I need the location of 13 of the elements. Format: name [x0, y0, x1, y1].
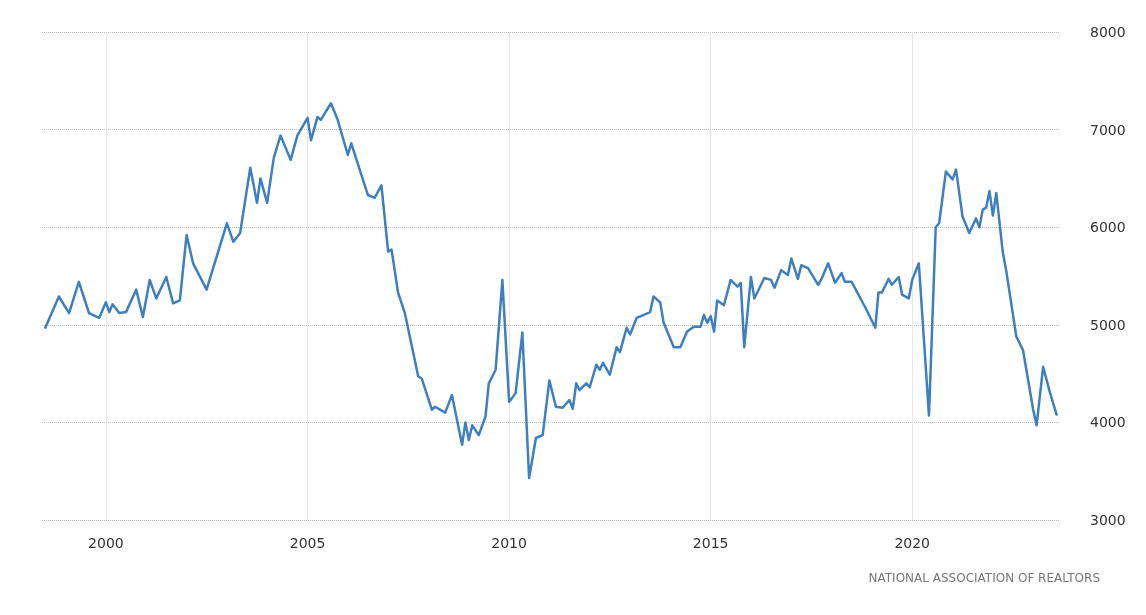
x-tick-label: 2000 — [88, 535, 124, 551]
text: NATIONAL ASSOCIATION OF REALTORS — [868, 571, 1100, 585]
y-tick-label: 4000 — [1090, 414, 1126, 431]
y-tick-label: 8000 — [1090, 24, 1126, 40]
x-tick-label: 2005 — [289, 535, 326, 551]
x-tick-label: 2015 — [692, 535, 729, 551]
x-tick-label: 2010 — [491, 535, 527, 551]
y-tick-label: 5000 — [1090, 316, 1126, 333]
y-tick-label: 7000 — [1090, 121, 1126, 138]
y-tick-label: 6000 — [1090, 219, 1126, 236]
x-tick-label: 2020 — [894, 535, 931, 551]
line-series — [44, 102, 1058, 480]
y-tick-label: 3000 — [1090, 512, 1126, 528]
